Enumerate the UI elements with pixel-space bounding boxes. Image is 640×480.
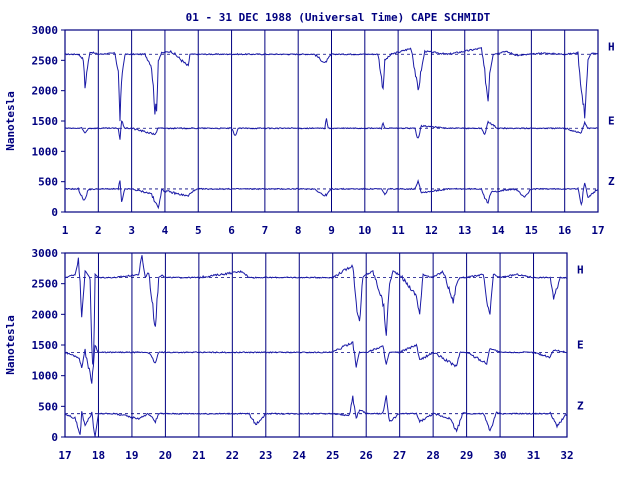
y-tick-label: 2500 [32, 54, 59, 67]
x-tick-label: 3 [128, 224, 135, 237]
y-tick-label: 2500 [32, 278, 59, 291]
x-tick-label: 13 [458, 224, 471, 237]
x-tick-label: 25 [326, 449, 339, 462]
x-tick-label: 17 [591, 224, 604, 237]
x-tick-label: 26 [360, 449, 374, 462]
x-tick-label: 15 [525, 224, 538, 237]
x-tick-label: 24 [293, 449, 307, 462]
y-axis-label: Nanotesla [4, 91, 17, 151]
x-tick-label: 22 [226, 449, 239, 462]
x-tick-label: 9 [328, 224, 335, 237]
x-tick-label: 21 [192, 449, 206, 462]
series-label-h: H [608, 40, 615, 53]
x-tick-label: 1 [62, 224, 69, 237]
chart-title: 01 - 31 DEC 1988 (Universal Time) CAPE S… [186, 11, 491, 24]
y-tick-label: 2000 [32, 85, 59, 98]
x-tick-label: 5 [195, 224, 202, 237]
y-tick-label: 0 [51, 206, 58, 219]
series-label-h: H [577, 264, 584, 277]
x-tick-label: 11 [392, 224, 406, 237]
series-line-z [64, 395, 568, 437]
series-line-z [65, 179, 599, 210]
plot-frame [64, 252, 568, 438]
x-tick-label: 17 [58, 449, 71, 462]
x-tick-label: 8 [295, 224, 302, 237]
y-tick-label: 0 [51, 431, 58, 444]
x-tick-label: 28 [427, 449, 440, 462]
y-tick-label: 1000 [32, 145, 59, 158]
x-tick-label: 29 [460, 449, 473, 462]
x-tick-label: 32 [560, 449, 573, 462]
series-label-e: E [577, 338, 584, 351]
x-tick-label: 14 [491, 224, 505, 237]
y-tick-label: 1500 [32, 115, 59, 128]
x-tick-label: 23 [259, 449, 272, 462]
x-tick-label: 2 [95, 224, 102, 237]
x-tick-label: 12 [425, 224, 438, 237]
x-tick-label: 31 [527, 449, 541, 462]
y-tick-label: 3000 [32, 247, 59, 260]
x-tick-label: 19 [125, 449, 138, 462]
x-tick-label: 30 [493, 449, 506, 462]
x-tick-label: 7 [262, 224, 269, 237]
series-line-h [64, 255, 568, 367]
y-axis-label: Nanotesla [4, 315, 17, 375]
y-tick-label: 1500 [32, 339, 59, 352]
series-label-z: Z [577, 400, 584, 413]
x-tick-label: 6 [228, 224, 235, 237]
series-label-z: Z [608, 175, 615, 188]
x-tick-label: 10 [358, 224, 371, 237]
panel-bottom: 0 500 1000 1500 2000 2500 3000 17 18 19 20 21 22 23 24… [4, 247, 584, 462]
series-label-e: E [608, 114, 615, 127]
series-line-e [64, 341, 568, 384]
x-tick-label: 18 [92, 449, 105, 462]
x-tick-label: 20 [159, 449, 172, 462]
x-tick-label: 27 [393, 449, 406, 462]
series-line-h [65, 47, 599, 122]
y-tick-label: 1000 [32, 370, 59, 383]
x-tick-label: 4 [162, 224, 169, 237]
series-line-e [64, 118, 599, 140]
x-tick-label: 16 [558, 224, 572, 237]
y-tick-label: 500 [38, 400, 58, 413]
y-tick-label: 3000 [32, 24, 59, 37]
y-tick-label: 500 [38, 176, 58, 189]
y-tick-label: 2000 [32, 308, 59, 321]
